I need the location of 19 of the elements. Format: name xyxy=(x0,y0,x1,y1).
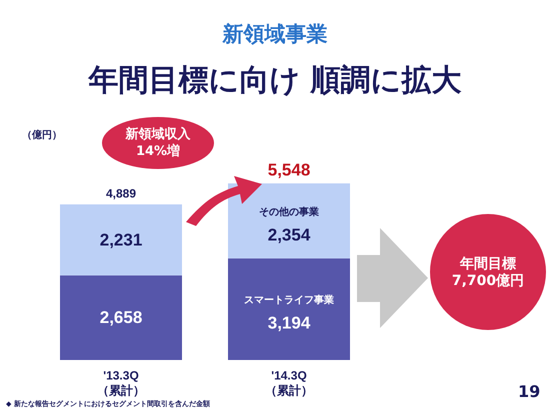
total-label: 4,889 xyxy=(106,186,136,200)
y-axis-title: （億円） xyxy=(22,128,62,142)
chart-subtitle: 年間目標に向け 順調に拡大 xyxy=(87,62,463,100)
text: 19 xyxy=(518,382,540,401)
data-label: 3,194 xyxy=(268,314,311,333)
chart-title: 新領域事業 xyxy=(221,21,328,48)
total-label: 5,548 xyxy=(268,160,310,180)
x-tick-label: '13.3Q （累計） xyxy=(97,368,145,398)
data-label: 2,231 xyxy=(100,230,142,250)
text: 新領域収入 14%増 xyxy=(124,126,192,160)
x-tick-label: '14.3Q （累計） xyxy=(265,368,313,398)
bar xyxy=(60,204,182,276)
bar xyxy=(60,275,182,360)
data-label: 2,658 xyxy=(100,308,142,328)
bar xyxy=(228,258,350,360)
series-label: スマートライフ事業 xyxy=(244,294,334,306)
series-label: その他の事業 xyxy=(259,206,319,218)
text: 年間目標 7,700億円 xyxy=(450,256,526,290)
data-label: 2,354 xyxy=(268,225,311,244)
